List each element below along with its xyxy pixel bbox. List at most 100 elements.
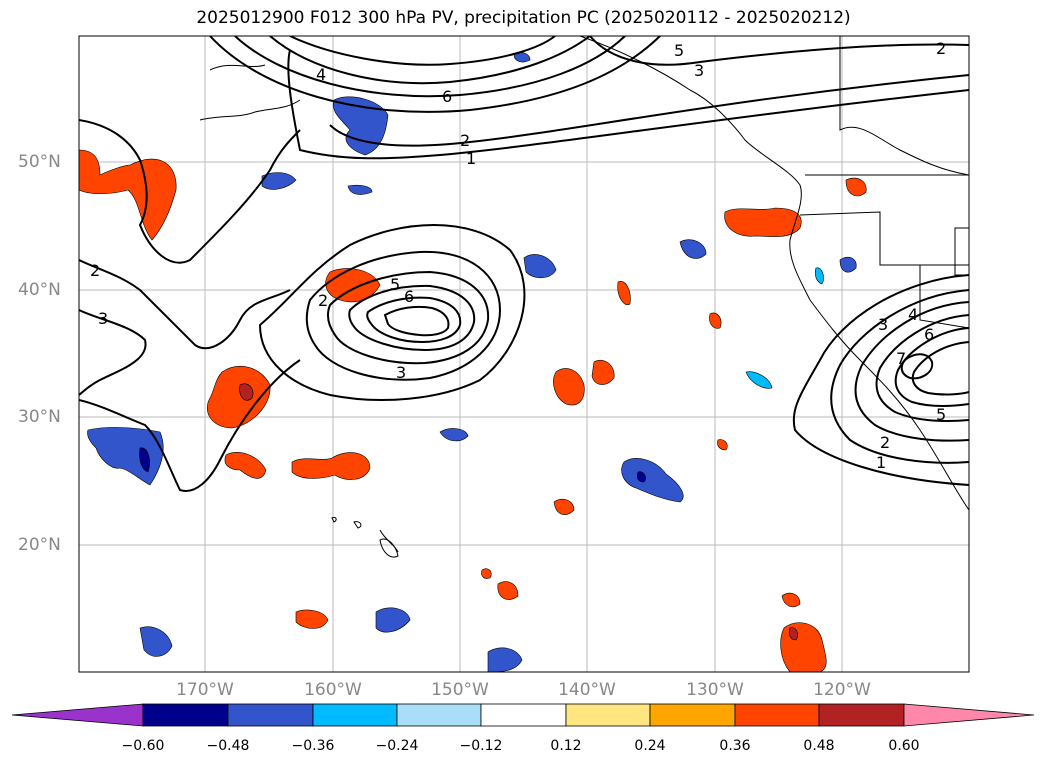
colorbar-tick-label: −0.36 xyxy=(291,738,335,754)
precip-positive-region xyxy=(224,451,267,479)
map-frame xyxy=(78,35,970,673)
precip-positive-region xyxy=(617,281,631,306)
colorbar-segment xyxy=(227,703,314,727)
colorbar-tick-label: 0.60 xyxy=(888,738,920,754)
colorbar-tick-label: −0.12 xyxy=(459,738,503,754)
pv-contour xyxy=(366,296,462,344)
contour-label: 6 xyxy=(442,87,452,106)
colorbar-tick-label: 0.24 xyxy=(634,738,666,754)
colorbar-tick-label: −0.24 xyxy=(375,738,419,754)
pv-contour xyxy=(79,309,147,396)
precip-positive-region xyxy=(291,452,371,480)
pv-contour xyxy=(326,270,490,365)
pv-contour xyxy=(830,289,969,464)
pv-contour xyxy=(269,36,591,85)
pv-contour xyxy=(287,49,969,160)
colorbar-segment xyxy=(396,703,482,727)
pv-contour xyxy=(875,314,969,423)
contour-label: 5 xyxy=(674,41,684,60)
colorbar-segment xyxy=(649,703,736,727)
contour-label: 5 xyxy=(390,275,400,294)
pv-contour xyxy=(589,36,969,66)
contour-label: 1 xyxy=(466,149,476,168)
contour-label: 6 xyxy=(924,325,934,344)
precip-negative-region xyxy=(621,458,684,503)
page-title: 2025012900 F012 300 hPa PV, precipitatio… xyxy=(196,8,851,28)
contour-label: 6 xyxy=(404,287,414,306)
precip-positive-region xyxy=(845,177,867,197)
precip-negative-regions xyxy=(87,52,857,672)
precip-positive-region xyxy=(553,368,585,406)
lon-label-170w: 170°W xyxy=(176,680,234,700)
precip-positive-regions xyxy=(79,149,867,672)
precip-positive-region xyxy=(781,592,801,608)
pv-contour xyxy=(79,119,301,264)
colorbar-segment xyxy=(565,703,651,727)
contour-label: 5 xyxy=(936,405,946,424)
precip-negative-region xyxy=(745,371,773,389)
pv-contour xyxy=(911,341,969,396)
pv-contour xyxy=(209,36,661,113)
colorbar xyxy=(11,703,1035,727)
pv-contour xyxy=(792,274,969,486)
precip-positive-region xyxy=(788,627,798,641)
contour-label: 4 xyxy=(908,305,918,324)
colorbar-segment xyxy=(734,703,820,727)
colorbar-tick-label: −0.48 xyxy=(206,738,250,754)
contour-label: 3 xyxy=(694,61,704,80)
colorbar-segment xyxy=(818,703,905,727)
precip-negative-region xyxy=(839,256,857,273)
lat-label-20n: 20°N xyxy=(18,535,61,555)
precip-positive-region xyxy=(206,366,271,429)
pv-contour xyxy=(79,359,301,492)
colorbar-tick-label: −0.60 xyxy=(121,738,165,754)
precip-negative-region xyxy=(814,267,824,285)
precip-positive-region xyxy=(553,498,575,515)
precip-positive-region xyxy=(717,439,728,451)
colorbar-segment xyxy=(312,703,398,727)
pv-contour xyxy=(383,305,450,337)
pv-contour xyxy=(234,36,626,98)
precip-negative-region xyxy=(636,471,646,483)
lon-label-140w: 140°W xyxy=(558,680,616,700)
pv-contour xyxy=(289,36,556,66)
lon-label-160w: 160°W xyxy=(304,680,362,700)
lon-label-150w: 150°W xyxy=(431,680,489,700)
precip-negative-region xyxy=(347,184,373,195)
precip-negative-region xyxy=(139,447,150,473)
pv-contour xyxy=(894,327,969,407)
precip-positive-region xyxy=(79,149,177,241)
lat-label-40n: 40°N xyxy=(18,280,61,300)
contour-label: 2 xyxy=(880,433,890,452)
precip-positive-region xyxy=(724,207,802,237)
colorbar-tick-label: 0.12 xyxy=(550,738,582,754)
pv-contour xyxy=(305,250,502,381)
pv-contour xyxy=(79,259,291,350)
coastlines xyxy=(199,36,969,553)
contour-label: 2 xyxy=(90,261,100,280)
precip-negative-region xyxy=(375,607,411,633)
precip-negative-region xyxy=(439,428,469,442)
contour-label: 2 xyxy=(318,291,328,310)
contour-label: 4 xyxy=(316,65,326,84)
pv-contours xyxy=(79,36,969,492)
precip-positive-region xyxy=(295,609,329,629)
pv-contour xyxy=(900,353,934,380)
precip-positive-region xyxy=(239,383,254,401)
precip-negative-region xyxy=(139,626,173,657)
contour-labels: 4 6 2 1 5 3 2 2 5 6 3 2 3 3 4 6 7 5 2 1 xyxy=(90,39,946,472)
pv-contour xyxy=(348,284,476,352)
pv-contour xyxy=(854,301,969,442)
colorbar-extend-high xyxy=(903,703,1035,727)
contour-label: 2 xyxy=(460,131,470,150)
precip-positive-region xyxy=(709,312,722,329)
precip-negative-region xyxy=(523,254,557,279)
contour-label: 2 xyxy=(936,39,946,58)
contour-label: 7 xyxy=(896,349,906,368)
lat-label-50n: 50°N xyxy=(18,152,61,172)
precip-positive-region xyxy=(497,581,519,600)
contour-label: 3 xyxy=(98,309,108,328)
lon-label-120w: 120°W xyxy=(813,680,871,700)
hawaii-islands xyxy=(331,517,399,558)
